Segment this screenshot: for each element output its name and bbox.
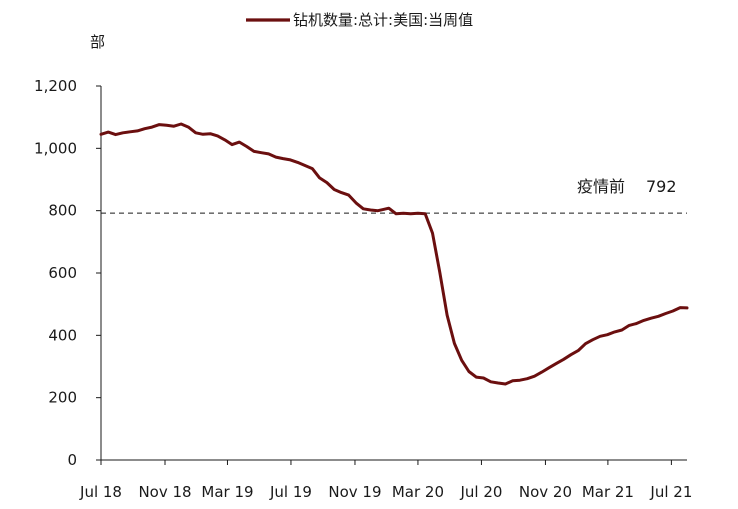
x-tick-label: Jul 20 [459,483,502,501]
y-tick-label: 800 [48,202,77,220]
y-tick-label: 0 [67,451,77,469]
legend: 钻机数量:总计:美国:当周值 [246,11,473,29]
reference-line-label: 疫情前 [577,177,625,196]
y-tick-label: 1,000 [34,139,77,157]
x-tick-label: Jul 21 [649,483,692,501]
x-tick-label: Nov 20 [519,483,572,501]
legend-label: 钻机数量:总计:美国:当周值 [293,11,473,29]
x-tick-label: Mar 19 [201,483,253,501]
x-tick-label: Mar 20 [392,483,444,501]
x-tick-label: Nov 18 [138,483,191,501]
y-tick-label: 400 [48,326,77,344]
x-tick-label: Mar 21 [582,483,634,501]
x-axis-ticks: Jul 18 Nov 18 Mar 19 Jul 19 Nov 19 Mar 20 Jul … [79,460,692,501]
y-axis-unit-label: 部 [90,33,105,51]
reference-line-value: 792 [646,177,677,196]
y-axis-ticks: 0 200 400 600 800 1,000 1,200 [34,77,101,469]
x-tick-label: Nov 19 [328,483,381,501]
x-tick-label: Jul 19 [269,483,312,501]
y-tick-label: 200 [48,389,77,407]
y-tick-label: 600 [48,264,77,282]
x-tick-label: Jul 18 [79,483,122,501]
series-line-rig-count [99,122,689,386]
y-tick-label: 1,200 [34,77,77,95]
